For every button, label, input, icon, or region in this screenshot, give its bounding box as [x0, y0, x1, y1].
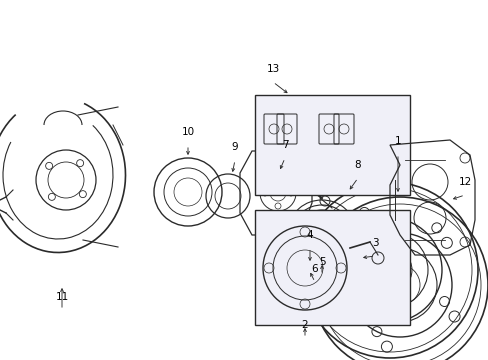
Text: 4: 4 — [306, 230, 313, 240]
Text: 3: 3 — [371, 238, 378, 248]
Text: 2: 2 — [301, 320, 307, 330]
Text: 5: 5 — [318, 257, 325, 267]
Text: 6: 6 — [311, 264, 318, 274]
Bar — [254, 210, 409, 325]
Text: 10: 10 — [181, 127, 194, 137]
Bar — [254, 95, 409, 195]
Text: 8: 8 — [354, 160, 361, 170]
Text: 12: 12 — [457, 177, 470, 187]
Text: 7: 7 — [281, 140, 288, 150]
Text: 13: 13 — [266, 64, 279, 74]
Text: 11: 11 — [55, 292, 68, 302]
Text: 9: 9 — [231, 142, 238, 152]
Text: 1: 1 — [394, 136, 401, 146]
